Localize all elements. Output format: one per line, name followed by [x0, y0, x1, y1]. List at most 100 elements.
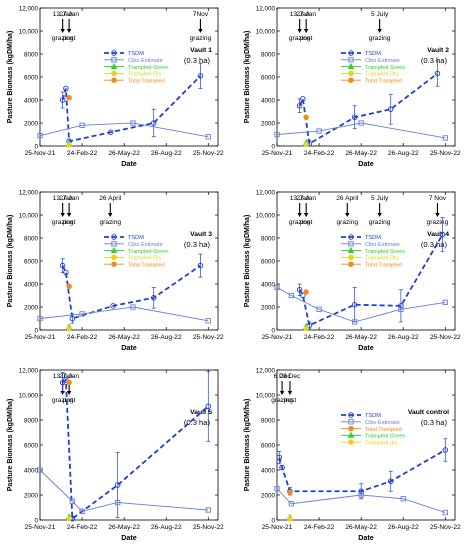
event-date-label: 23 Dec — [279, 373, 301, 380]
event-kind-label: grazing — [289, 35, 311, 42]
legend-label: Cibo Estimate — [128, 58, 163, 64]
data-point — [79, 122, 85, 128]
legend-label: Trampled Dry — [128, 256, 162, 262]
y-tick-label: 2000 — [261, 121, 276, 128]
legend-label: Trampled Green — [128, 249, 169, 255]
legend-marker — [348, 70, 354, 77]
y-tick-label: 8000 — [261, 418, 276, 425]
series-line — [61, 264, 201, 320]
data-point — [69, 315, 76, 322]
legend-label: TSDM — [365, 51, 381, 57]
event-date-label: 27 Jan — [59, 373, 79, 380]
series-line — [276, 122, 446, 139]
x-axis-title: Date — [121, 343, 137, 352]
event-date-label: 13 Jan — [53, 195, 73, 202]
legend-marker — [111, 70, 117, 77]
event-arrow-head — [345, 213, 350, 217]
legend-label: Total Trampled — [365, 78, 402, 84]
series-line — [39, 122, 209, 138]
data-point — [63, 85, 69, 92]
legend-marker — [348, 439, 354, 445]
x-tick-label: 25-Nov-22 — [430, 150, 461, 157]
x-tick-label: 25-Nov-22 — [193, 334, 224, 341]
legend-label: Trampled Dry — [128, 72, 162, 78]
legend-label: Cibo Estimate — [365, 58, 400, 64]
series-total-trampled — [303, 289, 309, 295]
data-point — [66, 94, 72, 101]
event-date-label: 5 July — [371, 195, 389, 202]
legend-marker — [111, 241, 117, 247]
legend-label: Cibo Estimate — [128, 242, 163, 248]
data-point — [66, 142, 72, 148]
data-point — [66, 283, 72, 290]
series-line — [298, 234, 444, 327]
series-tsdm — [296, 60, 441, 147]
data-point — [37, 132, 43, 139]
y-tick-label: 12,000 — [256, 6, 276, 13]
series-line — [39, 306, 209, 322]
y-axis-title: Pasture Biomass (kgDM/ha) — [7, 215, 14, 308]
data-point — [205, 134, 211, 140]
y-tick-label: 8000 — [24, 236, 39, 243]
x-tick-label: 26-Aug-22 — [151, 524, 182, 531]
legend-label: Total Trampled — [128, 78, 165, 84]
x-tick-label: 26-Aug-22 — [388, 334, 419, 341]
legend-label: Trampled Dry — [365, 72, 399, 78]
legend-label: Cibo Estimate — [365, 420, 400, 426]
data-point — [274, 131, 280, 138]
data-point — [303, 325, 309, 332]
legend-marker — [111, 57, 117, 63]
data-point — [287, 516, 293, 522]
series-line — [39, 469, 209, 512]
event-date-label: 27 Jan — [296, 11, 316, 18]
data-point — [442, 135, 448, 141]
data-point — [37, 315, 43, 322]
y-tick-label: 10,000 — [256, 213, 276, 220]
data-point — [37, 467, 43, 473]
chart-v1: 0 2000 4000 6000 8000 10,000 12,000 25-Nov-21 24… — [7, 6, 224, 169]
y-axis-title: Pasture Biomass (kgDM/ha) — [244, 399, 251, 492]
y-tick-label: 10,000 — [256, 393, 276, 400]
y-tick-label: 6000 — [24, 75, 39, 82]
data-point — [150, 295, 157, 301]
x-tick-label: 24-Feb-22 — [304, 334, 335, 341]
series-line — [276, 488, 446, 513]
series-cibo-estimate — [274, 486, 448, 516]
chart-v2: 0 2000 4000 6000 8000 10,000 12,000 25-Nov-21 24… — [244, 6, 461, 169]
event-kind-label: grazing — [99, 219, 121, 226]
event-kind-label: grazing — [289, 219, 311, 226]
y-tick-label: 12,000 — [19, 368, 39, 375]
series-line — [278, 449, 446, 493]
y-tick-label: 6000 — [261, 75, 276, 82]
data-point — [296, 287, 303, 293]
y-tick-label: 0 — [34, 328, 38, 335]
event-kind-label: post — [300, 35, 313, 42]
y-tick-label: 10,000 — [256, 29, 276, 36]
x-axis-title: Date — [121, 533, 137, 542]
legend-marker — [111, 50, 117, 56]
series-total-trampled — [303, 114, 309, 120]
legend-marker — [348, 419, 354, 425]
event-date-label: 27 Jan — [296, 195, 316, 202]
y-tick-label: 0 — [271, 144, 275, 151]
x-tick-label: 25-Nov-21 — [25, 150, 56, 157]
chart-v4: 0 2000 4000 6000 8000 10,000 12,000 25-Nov-21 24… — [244, 190, 461, 353]
data-point — [63, 269, 69, 276]
legend-label: TSDM — [128, 51, 144, 57]
data-point — [398, 306, 404, 312]
vault-title: Vault 4 — [427, 231, 449, 238]
event-date-label: 7 Nov — [429, 195, 447, 202]
vault-title: Vault 5 — [190, 409, 212, 416]
data-point — [387, 478, 394, 485]
event-kind-label: grazing — [190, 35, 212, 42]
series-tsdm — [59, 370, 212, 522]
series-trampled-dry — [303, 141, 309, 148]
data-point — [358, 488, 364, 495]
x-tick-label: 26-Aug-22 — [388, 150, 419, 157]
y-tick-label: 10,000 — [19, 213, 39, 220]
event-kind-label: post — [63, 397, 76, 404]
y-tick-label: 6000 — [24, 443, 39, 450]
y-tick-label: 8000 — [24, 52, 39, 59]
legend-label: Trampled Green — [365, 65, 406, 71]
series-cibo-estimate — [274, 120, 448, 141]
